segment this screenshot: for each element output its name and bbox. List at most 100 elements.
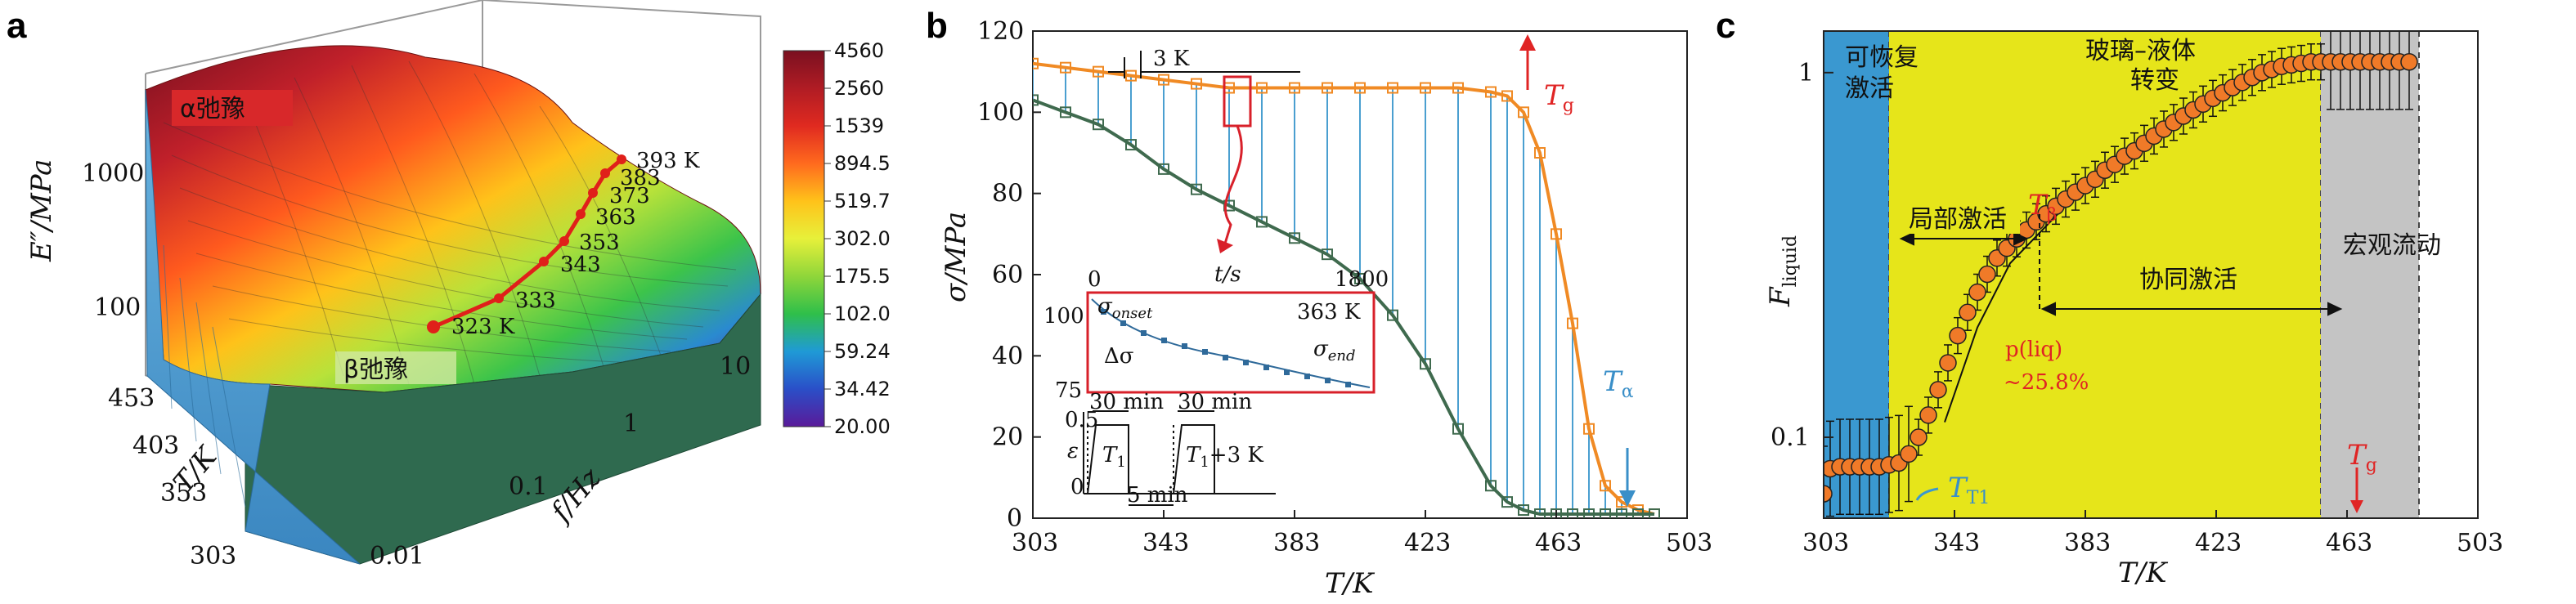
data-point (1518, 106, 1529, 119)
ridge-label: 343 (560, 253, 601, 277)
ridge-point (539, 257, 549, 266)
panel-c-points (1824, 31, 2418, 518)
local-activation-arrow (1899, 231, 2029, 246)
t-tick: 303 (190, 542, 236, 570)
data-point (1289, 232, 1300, 244)
y-tick-label: 80 (992, 180, 1023, 208)
colorbar-tick-label: 2560 (834, 77, 884, 100)
y-tick-label: 120 (977, 17, 1024, 46)
x-tick-label: 303 (1012, 529, 1058, 557)
data-point (1387, 82, 1398, 94)
protocol-eps-tick: 0.5 (1065, 408, 1098, 432)
data-point (1420, 358, 1431, 370)
protocol-eps-label: ε (1067, 439, 1079, 463)
ridge-point (559, 236, 569, 246)
inset: t/s 0 1800 100 75 σonset 363 K σend Δσ (1043, 262, 1389, 508)
tt1-pointer (1915, 487, 1939, 501)
data-point (1093, 119, 1104, 131)
data-point (1191, 78, 1202, 90)
colorbar-tick-label: 302.0 (834, 227, 891, 250)
ta-arrow-head (1619, 490, 1636, 507)
data-point (1060, 61, 1071, 74)
data-point (1158, 74, 1169, 86)
panel-c-regions (1824, 31, 2420, 518)
f-tick: 0.1 (509, 472, 548, 501)
panel-c-axes: 303 343 383 423 463 503 0.1 1 (1770, 59, 2503, 557)
data-point (1452, 423, 1464, 435)
inset-y-tick: 100 (1043, 304, 1084, 329)
ridge-label: 373 (609, 184, 650, 208)
panel-b-y-label: σ/MPa (940, 212, 972, 302)
ridge-point (494, 293, 504, 303)
z-tick: 100 (94, 293, 141, 322)
data-point (1033, 57, 1039, 69)
panel-b-axes: 303 343 383 423 463 503 0 20 40 60 80 100 120 (977, 17, 1712, 557)
inset-x-label: t/s (1214, 262, 1241, 287)
data-point (1125, 139, 1137, 151)
region-band (2321, 31, 2419, 518)
region-macro-flow: 宏观流动 (2343, 231, 2441, 260)
panel-c-tg-label: Tg (2347, 439, 2377, 476)
data-point (1191, 183, 1202, 195)
data-point (1452, 82, 1464, 94)
inset-relaxation-box (1086, 291, 1376, 394)
protocol-t2: T1+3 K (1186, 443, 1263, 471)
local-activation-bg (1905, 201, 2020, 234)
sigma-end-label: σend (1313, 337, 1356, 365)
data-point (1322, 82, 1333, 94)
x-tick-label: 383 (1273, 529, 1320, 557)
data-point (1551, 508, 1562, 518)
inset-x-zero: 0 (1088, 267, 1102, 292)
highlight-pointer (1223, 125, 1243, 244)
data-point (1322, 248, 1333, 261)
data-point (1534, 147, 1546, 159)
data-point (1567, 317, 1578, 329)
inset-y-tick: 75 (1055, 378, 1082, 403)
delta-sigma-label: Δσ (1104, 344, 1134, 369)
panel-a-z-label: E″/MPa (25, 159, 58, 262)
step-annotation (1108, 51, 1300, 78)
colorbar-tick-label: 519.7 (834, 190, 891, 213)
protocol-hold2: 30 min (1178, 390, 1252, 414)
x-tick-label: 463 (1535, 529, 1582, 557)
region-band (1889, 31, 2321, 518)
tg-arrow-head (1519, 34, 1536, 51)
left-face-lines (163, 244, 246, 508)
cooperative-activation-arrow (2040, 302, 2343, 316)
series-line (1033, 98, 1654, 517)
f-tick: 10 (720, 352, 751, 381)
data-point (1978, 265, 1996, 284)
ridge-label: 383 (620, 166, 661, 190)
colorbar (783, 50, 825, 427)
data-point (1616, 508, 1627, 518)
data-point (1929, 381, 1947, 399)
cooperative-activation-label: 协同激活 (2139, 266, 2237, 294)
data-point (1518, 504, 1529, 517)
tbeta-label: Tβ (2028, 189, 2057, 226)
y-tick-label: 0 (1007, 504, 1022, 533)
highlight-pointer-head (1217, 239, 1233, 253)
ta-label: Tα (1603, 365, 1634, 402)
region-recoverable-line2: 激活 (1845, 74, 1894, 103)
data-point (1158, 163, 1169, 175)
ridge-point (600, 168, 610, 178)
data-point (1387, 309, 1398, 321)
panel-b-letter: b (926, 6, 948, 46)
x-tick-label: 343 (1933, 529, 1980, 557)
data-point (1501, 90, 1513, 102)
data-point (1354, 272, 1366, 284)
colorbar-tick-label: 4560 (834, 39, 884, 62)
x-tick-label: 303 (1802, 529, 1849, 557)
panel-a: a (7, 0, 891, 570)
y-tick-label: 40 (992, 342, 1023, 370)
alpha-label-box (172, 90, 293, 126)
colorbar-tick-label: 20.00 (834, 415, 891, 438)
x-tick-label: 423 (1404, 529, 1451, 557)
data-point (1632, 508, 1644, 518)
data-point (1256, 82, 1268, 94)
y-tick-label: 100 (977, 98, 1024, 127)
data-point (1060, 106, 1071, 119)
colorbar-tick-label: 1539 (834, 114, 884, 137)
protocol-gap: 5 min (1127, 483, 1188, 508)
